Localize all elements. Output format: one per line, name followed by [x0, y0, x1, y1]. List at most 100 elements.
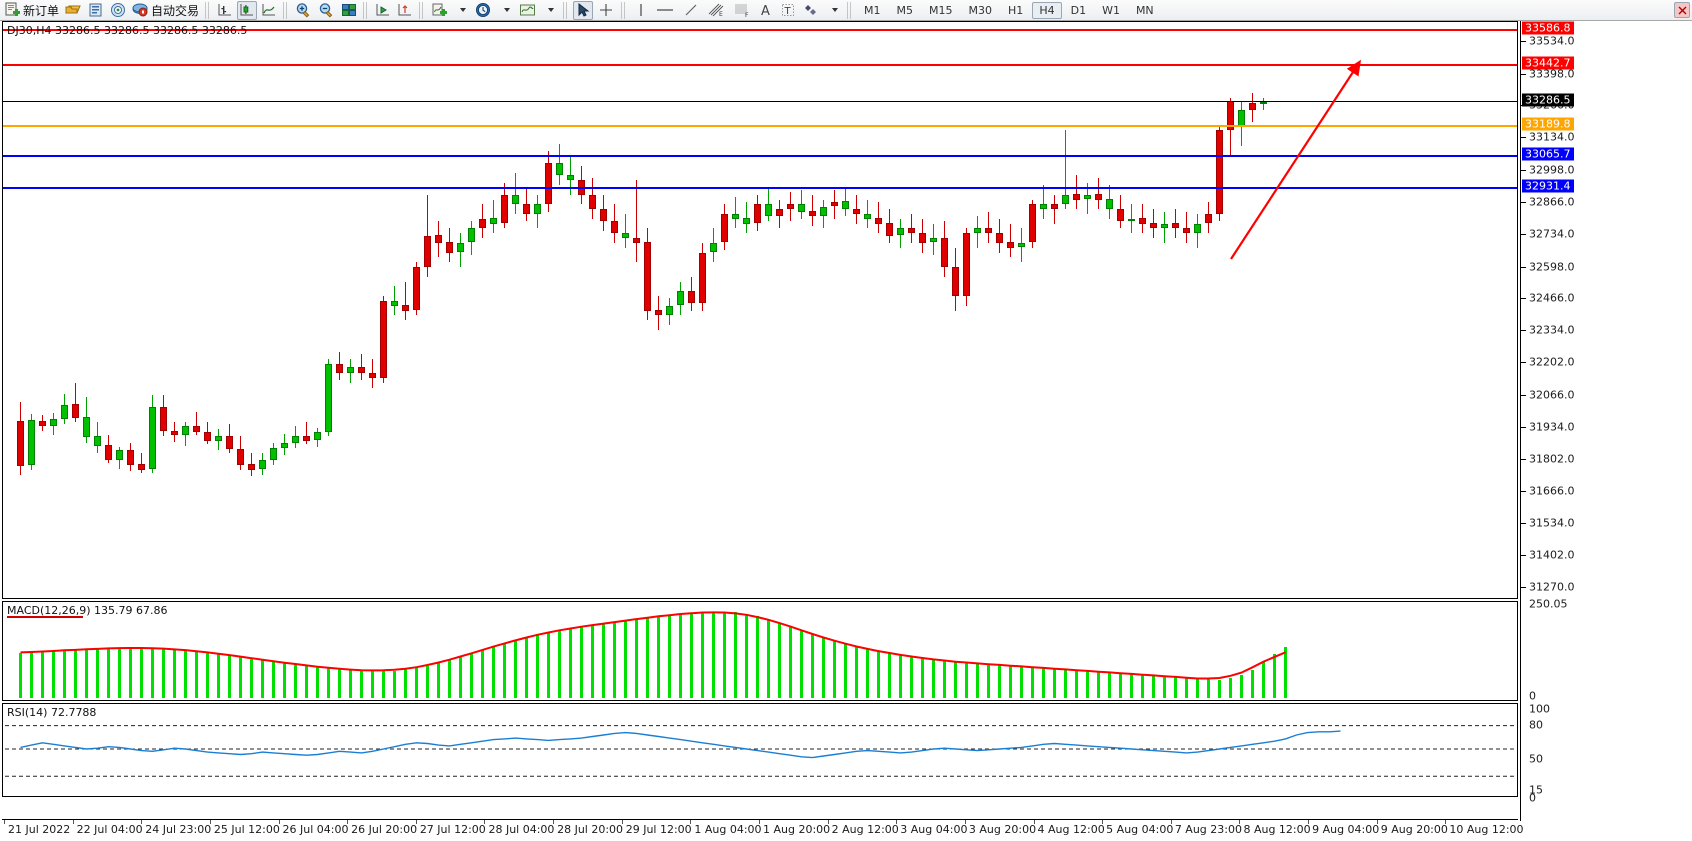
timeframe-mn-button[interactable]: MN — [1135, 3, 1154, 17]
date-tick — [1239, 820, 1241, 824]
date-tick — [1102, 820, 1104, 824]
cursor-tool[interactable] — [573, 0, 594, 20]
resistance-line-2[interactable] — [3, 63, 1517, 66]
close-chart-button[interactable] — [1674, 2, 1690, 18]
bar-chart-button[interactable] — [215, 1, 235, 20]
timeframe-d1-button[interactable]: D1 — [1070, 3, 1087, 17]
macd-label: MACD(12,26,9) 135.79 67.86 — [7, 604, 168, 617]
macd-pane[interactable]: MACD(12,26,9) 135.79 67.86 — [2, 601, 1518, 701]
date-axis[interactable]: 21 Jul 2022 22 Jul 04:00 24 Jul 23:00 25 Ju… — [2, 819, 1524, 839]
pivot-line-label[interactable]: 33189.8 — [1522, 117, 1574, 131]
crosshair-tool[interactable] — [595, 1, 617, 20]
price-tick-label: 31270.0 — [1529, 580, 1575, 594]
shapes-icon — [805, 5, 817, 15]
macd-signal-path — [20, 611, 1286, 680]
equidistant-channel-tool[interactable]: E — [704, 1, 728, 20]
candlestick-chart-button[interactable] — [237, 0, 258, 20]
candle-wick — [988, 211, 989, 243]
zoom-in-button[interactable] — [293, 1, 314, 20]
candle-body — [1051, 204, 1058, 209]
candle-body — [413, 267, 420, 311]
rsi-pane[interactable]: RSI(14) 72.7788 — [2, 703, 1518, 797]
period-separator-button[interactable] — [473, 1, 494, 20]
date-label: 26 Jul 04:00 — [282, 823, 349, 836]
date-label: 3 Aug 04:00 — [900, 823, 968, 836]
date-label: 1 Aug 20:00 — [763, 823, 831, 836]
shapes-tool[interactable] — [800, 1, 822, 20]
resistance-line-2-label[interactable]: 33442.7 — [1522, 56, 1574, 70]
timeframe-h4-button[interactable]: H4 — [1032, 1, 1062, 19]
text-label-tool[interactable]: T — [778, 1, 798, 20]
navigator-button[interactable] — [108, 1, 128, 20]
auto-trading-button[interactable]: 自动交易 — [130, 1, 201, 20]
candle-wick — [878, 201, 879, 234]
zoom-out-button[interactable] — [316, 1, 337, 20]
support-line-2-label[interactable]: 32931.4 — [1522, 179, 1574, 193]
macd-scale-label: 0 — [1529, 689, 1536, 703]
shapes-dropdown[interactable] — [824, 1, 843, 20]
new-order-button[interactable]: 新订单 — [3, 1, 61, 20]
timeframe-m5-button[interactable]: M5 — [896, 3, 914, 17]
pivot-line[interactable] — [3, 124, 1517, 127]
rsi-label: RSI(14) 72.7788 — [7, 706, 97, 719]
horizontal-line-tool[interactable] — [652, 1, 678, 20]
auto-scroll-button[interactable] — [373, 1, 393, 20]
text-tool[interactable]: A — [756, 1, 776, 20]
macd-bar — [1064, 669, 1067, 698]
vertical-line-tool[interactable] — [631, 1, 650, 20]
crosshair-icon — [600, 4, 613, 16]
price-tick-label: 31934.0 — [1529, 420, 1575, 434]
timeframe-h1-button[interactable]: H1 — [1008, 3, 1024, 17]
price-tick-label: 33398.0 — [1529, 67, 1575, 81]
toolbar-separator — [563, 1, 570, 19]
add-indicator-button[interactable] — [429, 1, 450, 20]
chart-area[interactable]: DJ30,H4 33286.5 33286.5 33286.5 33286.5 … — [0, 21, 1692, 841]
support-line-1-label[interactable]: 33065.7 — [1522, 147, 1574, 161]
timeframe-w1-button[interactable]: W1 — [1102, 3, 1120, 17]
period-separator-dropdown[interactable] — [496, 1, 515, 20]
macd-bar — [250, 658, 253, 698]
tile-windows-button[interactable] — [339, 1, 359, 20]
date-tick — [964, 820, 966, 824]
fibonacci-tool[interactable]: F — [730, 1, 754, 20]
chart-shift-button[interactable] — [395, 1, 415, 20]
rsi-scale-label: 80 — [1529, 718, 1543, 732]
current-price-line-label[interactable]: 33286.5 — [1522, 93, 1574, 107]
resistance-line-1-label[interactable]: 33586.8 — [1522, 21, 1574, 35]
trendline-tool[interactable] — [680, 1, 702, 20]
price-pane[interactable]: DJ30,H4 33286.5 33286.5 33286.5 33286.5 — [2, 21, 1518, 599]
candle-body — [875, 218, 882, 224]
price-scale[interactable]: 33534.033398.033266.033134.032998.032866… — [1520, 21, 1692, 821]
data-window-button[interactable] — [86, 1, 106, 20]
date-label: 29 Jul 12:00 — [625, 823, 692, 836]
timeframe-group: M1 M5 M15 M30 H1 H4 D1 W1 MN — [856, 1, 1162, 19]
macd-bar — [19, 652, 22, 698]
candle-body — [490, 218, 497, 224]
templates-dropdown[interactable] — [540, 1, 559, 20]
macd-bar — [1119, 673, 1122, 698]
resistance-line-1[interactable] — [3, 29, 1517, 31]
line-chart-button[interactable] — [259, 1, 279, 20]
date-tick — [1376, 820, 1378, 824]
current-price-line[interactable] — [3, 101, 1517, 103]
timeframe-m15-button[interactable]: M15 — [929, 3, 953, 17]
macd-bar — [657, 616, 660, 698]
expert-advisors-button[interactable] — [63, 1, 84, 20]
add-indicator-dropdown[interactable] — [452, 1, 471, 20]
macd-bar — [569, 628, 572, 698]
price-tick-label: 32466.0 — [1529, 291, 1575, 305]
price-tick-label: 32598.0 — [1529, 260, 1575, 274]
chevron-down-icon — [547, 8, 554, 12]
support-line-1[interactable] — [3, 154, 1517, 157]
support-line-2[interactable] — [3, 187, 1517, 190]
candle-body — [204, 432, 211, 441]
price-tick — [1521, 73, 1526, 75]
templates-button[interactable] — [517, 1, 538, 20]
candle-body — [17, 421, 24, 467]
price-tick-label: 33134.0 — [1529, 130, 1575, 144]
candle-body — [116, 450, 123, 460]
timeframe-m30-button[interactable]: M30 — [968, 3, 993, 17]
timeframe-m1-button[interactable]: M1 — [864, 3, 881, 17]
price-tick-label: 32998.0 — [1529, 163, 1575, 177]
